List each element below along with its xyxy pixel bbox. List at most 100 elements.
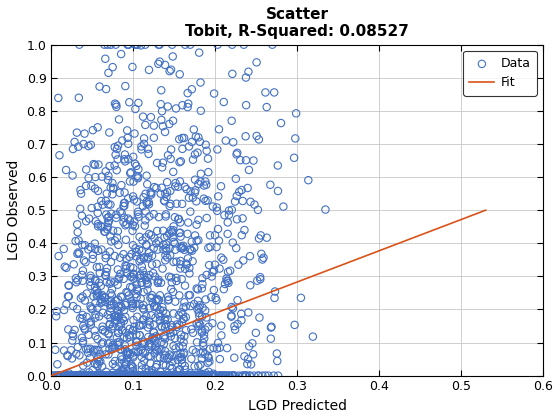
Data [113,334,122,341]
Data [90,372,99,379]
Data [171,372,180,379]
Data [79,362,88,369]
Data [120,365,129,372]
Data [133,41,142,48]
Data [123,354,132,361]
Data [97,372,106,379]
Data [136,295,145,302]
Data [119,372,128,379]
Data [162,245,171,252]
Data [204,354,213,361]
Data [68,372,77,379]
Data [129,372,138,379]
Data [108,346,117,353]
Data [59,372,68,379]
Data [114,372,123,379]
Data [199,182,208,189]
Data [94,372,103,379]
Data [63,353,72,360]
Data [82,218,91,225]
Data [101,372,110,379]
Data [129,349,138,356]
Data [124,292,133,299]
Data [117,372,126,379]
Data [117,356,126,363]
Data [102,372,111,379]
Data [134,372,143,379]
Data [155,372,164,379]
Data [165,372,174,379]
Data [96,300,105,307]
Data [148,335,157,341]
Data [112,167,121,173]
Data [113,339,122,346]
Data [197,327,206,334]
Data [221,137,230,144]
Data [128,372,137,379]
Data [167,41,176,48]
Data [97,173,106,180]
Data [84,331,93,338]
Data [130,160,139,167]
Data [118,367,127,373]
Data [119,203,128,210]
Data [117,354,126,360]
Data [80,372,88,379]
Data [77,372,86,379]
Data [103,372,112,379]
Data [125,372,134,379]
Data [174,372,183,379]
Data [179,304,188,311]
Data [137,366,146,373]
Data [111,372,120,379]
Data [269,372,278,379]
Data [198,329,207,336]
Data [168,234,177,241]
Data [67,347,76,354]
Data [104,331,113,338]
Data [71,275,80,281]
Data [150,329,158,336]
Data [240,227,249,234]
Data [81,372,90,379]
Data [231,326,240,333]
Data [128,273,137,280]
Data [142,372,151,379]
Data [136,372,144,379]
Data [88,367,97,373]
Data [78,241,87,248]
Data [121,314,130,320]
Data [122,372,130,379]
Data [166,188,175,194]
Data [213,146,222,153]
Data [64,282,73,289]
Data [254,372,263,379]
Data [169,289,178,295]
Data [82,372,91,379]
Data [131,372,140,379]
Data [197,108,206,114]
Data [140,372,149,379]
Data [188,372,197,379]
Data [81,372,90,379]
Data [74,94,83,101]
Data [144,353,153,360]
Data [55,152,64,159]
Data [192,349,200,356]
Data [114,341,123,348]
Data [91,372,100,379]
Data [66,372,74,379]
Data [109,372,118,379]
Data [187,372,196,379]
Data [87,305,96,312]
Data [78,372,87,379]
Data [139,372,148,379]
Data [142,200,151,207]
Data [91,278,100,284]
Data [166,372,175,379]
Data [158,372,167,379]
Data [163,370,172,376]
Data [134,372,143,379]
Data [112,372,121,379]
Data [292,110,301,117]
